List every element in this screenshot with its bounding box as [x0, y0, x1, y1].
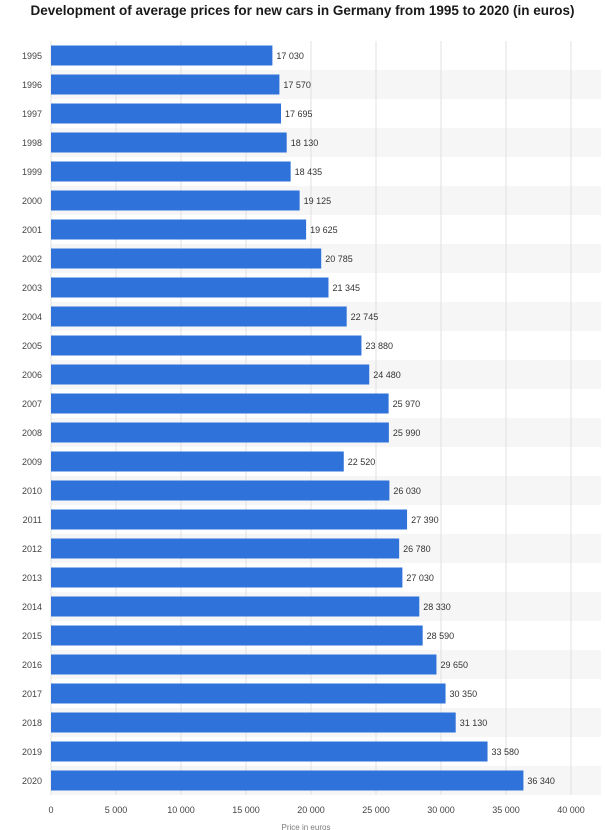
bar-1999	[51, 161, 291, 182]
category-label-2019: 2019	[22, 747, 42, 757]
bar-1996	[51, 74, 280, 95]
bar-2004	[51, 306, 347, 327]
x-tick-label: 20 000	[297, 805, 325, 815]
value-label-1996: 17 570	[283, 80, 311, 90]
x-tick-label: 25 000	[362, 805, 390, 815]
bar-2000	[51, 190, 300, 211]
category-label-2018: 2018	[22, 718, 42, 728]
value-label-2001: 19 625	[310, 225, 338, 235]
bar-1997	[51, 103, 282, 124]
bar-2007	[51, 393, 389, 414]
bar-2018	[51, 712, 456, 733]
value-label-2006: 24 480	[373, 370, 401, 380]
bar-2014	[51, 596, 420, 617]
x-tick-label: 35 000	[492, 805, 520, 815]
category-label-2017: 2017	[22, 689, 42, 699]
bar-2012	[51, 538, 400, 559]
bar-2006	[51, 364, 370, 385]
x-axis-title: Price in euros	[282, 823, 331, 830]
bar-2010	[51, 480, 390, 501]
value-label-2008: 25 990	[393, 428, 421, 438]
category-label-2008: 2008	[22, 428, 42, 438]
bar-1998	[51, 132, 287, 153]
value-label-2011: 27 390	[411, 515, 439, 525]
chart-title: Development of average prices for new ca…	[30, 3, 575, 18]
value-label-2016: 29 650	[440, 660, 468, 670]
value-label-2009: 22 520	[348, 457, 376, 467]
x-tick-label: 15 000	[232, 805, 260, 815]
value-label-2002: 20 785	[325, 254, 353, 264]
value-label-2018: 31 130	[460, 718, 488, 728]
value-label-1997: 17 695	[285, 109, 313, 119]
bar-2017	[51, 683, 446, 704]
category-label-2013: 2013	[22, 573, 42, 583]
value-label-2019: 33 580	[492, 747, 520, 757]
category-label-2007: 2007	[22, 399, 42, 409]
value-label-2020: 36 340	[527, 776, 555, 786]
category-label-2004: 2004	[22, 312, 42, 322]
value-label-2007: 25 970	[393, 399, 421, 409]
bar-2001	[51, 219, 307, 240]
category-label-2010: 2010	[22, 486, 42, 496]
category-label-2012: 2012	[22, 544, 42, 554]
value-label-1995: 17 030	[276, 51, 304, 61]
x-tick-label: 30 000	[427, 805, 455, 815]
category-label-2001: 2001	[22, 225, 42, 235]
value-label-2017: 30 350	[450, 689, 478, 699]
value-label-1998: 18 130	[291, 138, 319, 148]
x-tick-label: 0	[48, 805, 53, 815]
category-label-2015: 2015	[22, 631, 42, 641]
category-label-2009: 2009	[22, 457, 42, 467]
bar-2020	[51, 770, 524, 791]
value-label-2003: 21 345	[332, 283, 360, 293]
category-label-1997: 1997	[22, 109, 42, 119]
bar-2013	[51, 567, 403, 588]
x-tick-label: 40 000	[557, 805, 585, 815]
category-label-2003: 2003	[22, 283, 42, 293]
bar-2005	[51, 335, 362, 356]
value-label-2012: 26 780	[403, 544, 431, 554]
value-label-2013: 27 030	[406, 573, 434, 583]
x-tick-label: 10 000	[167, 805, 195, 815]
category-label-1996: 1996	[22, 80, 42, 90]
value-label-2000: 19 125	[304, 196, 332, 206]
category-label-2006: 2006	[22, 370, 42, 380]
value-label-2010: 26 030	[393, 486, 421, 496]
category-label-2016: 2016	[22, 660, 42, 670]
value-label-1999: 18 435	[295, 167, 323, 177]
value-label-2004: 22 745	[351, 312, 379, 322]
value-label-2005: 23 880	[365, 341, 393, 351]
bar-2003	[51, 277, 329, 298]
bar-2015	[51, 625, 423, 646]
category-label-2011: 2011	[23, 515, 42, 525]
category-label-1995: 1995	[22, 51, 42, 61]
category-label-2005: 2005	[22, 341, 42, 351]
category-label-2020: 2020	[22, 776, 42, 786]
category-label-2000: 2000	[22, 196, 42, 206]
bar-2011	[51, 509, 408, 530]
category-label-1998: 1998	[22, 138, 42, 148]
bar-2002	[51, 248, 322, 269]
category-label-2002: 2002	[22, 254, 42, 264]
category-label-1999: 1999	[22, 167, 42, 177]
bar-1995	[51, 45, 273, 66]
value-label-2014: 28 330	[423, 602, 451, 612]
bar-2019	[51, 741, 488, 762]
bar-2008	[51, 422, 389, 443]
bar-2009	[51, 451, 344, 472]
value-label-2015: 28 590	[427, 631, 455, 641]
x-tick-label: 5 000	[105, 805, 128, 815]
category-label-2014: 2014	[22, 602, 42, 612]
bar-2016	[51, 654, 437, 675]
